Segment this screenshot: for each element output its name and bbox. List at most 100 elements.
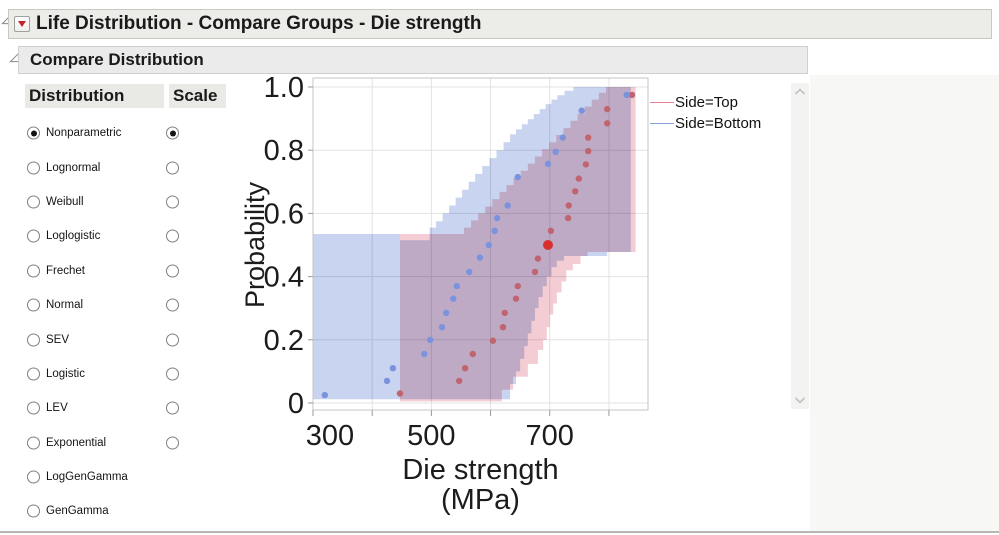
- data-point-side=top[interactable]: [512, 295, 520, 302]
- distribution-radio-frechet[interactable]: [27, 264, 40, 278]
- data-point-side=bottom[interactable]: [389, 365, 397, 372]
- distribution-radio-loglogistic[interactable]: [27, 229, 40, 243]
- data-point-side=top[interactable]: [604, 120, 611, 127]
- data-point-side=top[interactable]: [531, 268, 539, 276]
- data-point-side=top[interactable]: [456, 377, 463, 385]
- red-triangle-icon: [18, 21, 26, 27]
- y-tick-label: 0: [288, 388, 304, 420]
- distribution-radio-nonparametric[interactable]: [27, 126, 40, 140]
- distribution-radio-gengamma[interactable]: [27, 504, 40, 518]
- data-point-side=bottom[interactable]: [476, 254, 484, 261]
- vertical-scrollbar[interactable]: [791, 83, 809, 409]
- red-triangle-menu-button[interactable]: [14, 16, 30, 32]
- data-point-side=bottom[interactable]: [552, 148, 559, 155]
- distribution-label: SEV: [46, 333, 70, 346]
- data-point-side=bottom[interactable]: [443, 309, 450, 317]
- y-tick-label: 0.2: [264, 325, 304, 357]
- confidence-band-side=bottom[interactable]: [313, 87, 631, 400]
- data-point-side=top[interactable]: [396, 390, 404, 397]
- distribution-row: Nonparametric: [0, 116, 240, 150]
- distribution-label: Loglogistic: [46, 230, 101, 243]
- distribution-row: Logistic: [0, 357, 240, 391]
- distribution-radio-weibull[interactable]: [27, 195, 40, 209]
- data-point-side=bottom[interactable]: [450, 295, 457, 302]
- x-tick-label: 700: [526, 420, 574, 452]
- data-point-side=top[interactable]: [514, 282, 521, 290]
- data-point-side=bottom[interactable]: [485, 241, 492, 249]
- distribution-label: Frechet: [46, 264, 85, 277]
- scale-radio-weibull[interactable]: [166, 195, 179, 209]
- data-point-side=top[interactable]: [628, 91, 636, 99]
- section-title-bar: Compare Distribution: [18, 46, 808, 74]
- data-point-side=top[interactable]: [585, 134, 592, 141]
- selected-data-point[interactable]: [543, 240, 553, 250]
- report-title: Life Distribution - Compare Groups - Die…: [36, 13, 482, 34]
- scroll-down-button[interactable]: [791, 393, 809, 407]
- scale-radio-frechet[interactable]: [166, 264, 179, 278]
- data-point-side=top[interactable]: [564, 214, 572, 222]
- data-point-side=bottom[interactable]: [514, 173, 521, 181]
- data-point-side=bottom[interactable]: [383, 377, 391, 385]
- distribution-selector-table: Nonparametric Lognormal Weibull Loglogistic…: [0, 116, 240, 529]
- data-point-side=bottom[interactable]: [491, 227, 498, 234]
- distribution-label: Normal: [46, 299, 84, 312]
- scroll-up-button[interactable]: [791, 85, 809, 99]
- distribution-row: Lognormal: [0, 150, 240, 184]
- data-point-side=bottom[interactable]: [438, 324, 446, 331]
- scale-radio-exponential[interactable]: [166, 436, 179, 450]
- data-point-side=top[interactable]: [501, 309, 508, 317]
- y-tick-label: 0.4: [264, 262, 304, 294]
- distribution-radio-lognormal[interactable]: [27, 161, 40, 175]
- data-point-side=top[interactable]: [461, 365, 469, 372]
- scale-radio-logistic[interactable]: [166, 367, 179, 381]
- scale-radio-lognormal[interactable]: [166, 161, 179, 175]
- report-title-bar: Life Distribution - Compare Groups - Die…: [8, 9, 992, 39]
- x-tick-label: 300: [306, 420, 354, 452]
- distribution-radio-sev[interactable]: [27, 333, 40, 347]
- data-point-side=top[interactable]: [582, 161, 590, 168]
- data-point-side=top[interactable]: [565, 202, 572, 209]
- distribution-radio-exponential[interactable]: [27, 436, 40, 450]
- data-point-side=top[interactable]: [534, 255, 542, 262]
- y-tick-label: 0.6: [264, 198, 304, 230]
- data-point-side=bottom[interactable]: [578, 107, 585, 114]
- distribution-row: Frechet: [0, 254, 240, 288]
- data-point-side=bottom[interactable]: [559, 134, 566, 141]
- legend-item-side=top[interactable]: Side=Top: [650, 92, 761, 113]
- legend-item-side=bottom[interactable]: Side=Bottom: [650, 113, 761, 134]
- distribution-radio-normal[interactable]: [27, 298, 40, 312]
- data-point-side=bottom[interactable]: [493, 214, 501, 222]
- probability-plot[interactable]: 300 500 700 0 0.2 0.4 0.6 0.8 1.0 Probability Die …: [240, 75, 660, 535]
- data-point-side=bottom[interactable]: [321, 391, 328, 399]
- distribution-label: Nonparametric: [46, 127, 122, 140]
- y-tick-label: 1.0: [264, 75, 304, 104]
- scale-radio-lev[interactable]: [166, 401, 179, 415]
- data-point-side=bottom[interactable]: [421, 350, 428, 358]
- data-point-side=top[interactable]: [499, 324, 507, 331]
- data-point-side=bottom[interactable]: [466, 268, 473, 276]
- distribution-radio-loggengamma[interactable]: [27, 470, 40, 484]
- data-point-side=bottom[interactable]: [544, 160, 552, 167]
- scale-radio-loglogistic[interactable]: [166, 229, 179, 243]
- data-point-side=top[interactable]: [604, 105, 611, 113]
- data-point-side=bottom[interactable]: [504, 202, 511, 209]
- distribution-radio-logistic[interactable]: [27, 367, 40, 381]
- data-point-side=bottom[interactable]: [623, 91, 630, 99]
- data-point-side=top[interactable]: [489, 337, 497, 344]
- data-point-side=top[interactable]: [575, 175, 582, 182]
- data-point-side=top[interactable]: [572, 188, 579, 195]
- data-point-side=bottom[interactable]: [453, 282, 460, 290]
- distribution-label: LEV: [46, 402, 68, 415]
- x-axis-unit: (MPa): [441, 484, 520, 516]
- data-point-side=bottom[interactable]: [427, 336, 434, 343]
- distribution-radio-lev[interactable]: [27, 401, 40, 415]
- chart-legend: Side=Top Side=Bottom: [650, 92, 761, 134]
- distribution-label: LogGenGamma: [46, 471, 128, 484]
- data-point-side=top[interactable]: [547, 227, 555, 234]
- scale-radio-normal[interactable]: [166, 298, 179, 312]
- distribution-row: Normal: [0, 288, 240, 322]
- scale-radio-sev[interactable]: [166, 333, 179, 347]
- scale-radio-nonparametric[interactable]: [166, 126, 179, 140]
- data-point-side=top[interactable]: [469, 350, 476, 358]
- data-point-side=top[interactable]: [585, 147, 592, 155]
